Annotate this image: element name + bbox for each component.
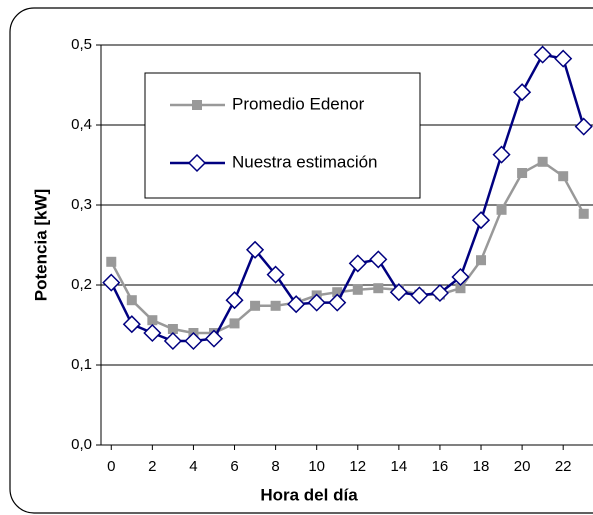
y-tick-label: 0,5 [71,36,92,53]
marker [537,156,548,167]
x-tick-label: 6 [230,458,238,475]
marker [106,256,117,267]
marker [287,295,306,314]
marker [126,295,137,306]
marker [451,267,470,287]
marker [328,293,347,312]
marker [270,300,281,311]
y-tick-label: 0,3 [71,196,92,213]
marker [574,117,593,136]
marker [246,240,265,259]
x-tick-label: 18 [473,458,490,475]
x-tick-label: 12 [349,458,366,475]
legend-marker [187,153,207,173]
marker [513,83,532,102]
y-tick-label: 0,2 [71,276,92,293]
marker [266,265,285,284]
legend-box [144,72,421,199]
y-tick-label: 0,4 [71,116,92,133]
marker [348,254,367,273]
marker [554,49,573,68]
marker [492,145,511,164]
marker [410,286,429,305]
marker [517,168,528,178]
marker [496,204,507,215]
marker [352,284,363,295]
marker [430,283,449,303]
legend-label: Nuestra estimación [232,152,378,171]
marker [369,250,388,269]
legend-label: Promedio Edenor [232,94,365,113]
marker [163,331,182,351]
x-tick-label: 4 [189,458,197,475]
marker [578,208,589,219]
x-tick-label: 10 [308,458,325,475]
marker [332,287,343,298]
x-tick-label: 22 [555,458,572,475]
marker [476,255,487,266]
marker [143,323,162,343]
x-tick-label: 0 [107,458,115,475]
marker [389,283,408,302]
marker [558,171,569,182]
x-tick-label: 20 [514,458,531,475]
y-axis-label: Potencia [kW] [31,189,50,301]
x-tick-label: 8 [271,458,279,475]
marker [533,45,552,64]
marker [102,273,121,292]
marker [204,329,224,348]
x-tick-label: 16 [432,458,449,475]
x-tick-label: 2 [148,458,156,475]
y-tick-label: 0,1 [71,356,92,373]
marker [471,211,491,230]
marker [373,283,384,294]
x-tick-label: 14 [391,458,408,475]
marker [307,293,326,312]
y-tick-label: 0,0 [71,436,92,453]
marker [250,300,261,311]
x-axis-label: Hora del día [260,485,358,504]
marker [147,315,158,326]
marker [455,283,466,294]
marker [225,291,244,310]
marker [229,318,240,329]
marker [184,331,203,351]
legend-marker [192,100,202,110]
marker [122,315,141,334]
marker [167,324,178,334]
